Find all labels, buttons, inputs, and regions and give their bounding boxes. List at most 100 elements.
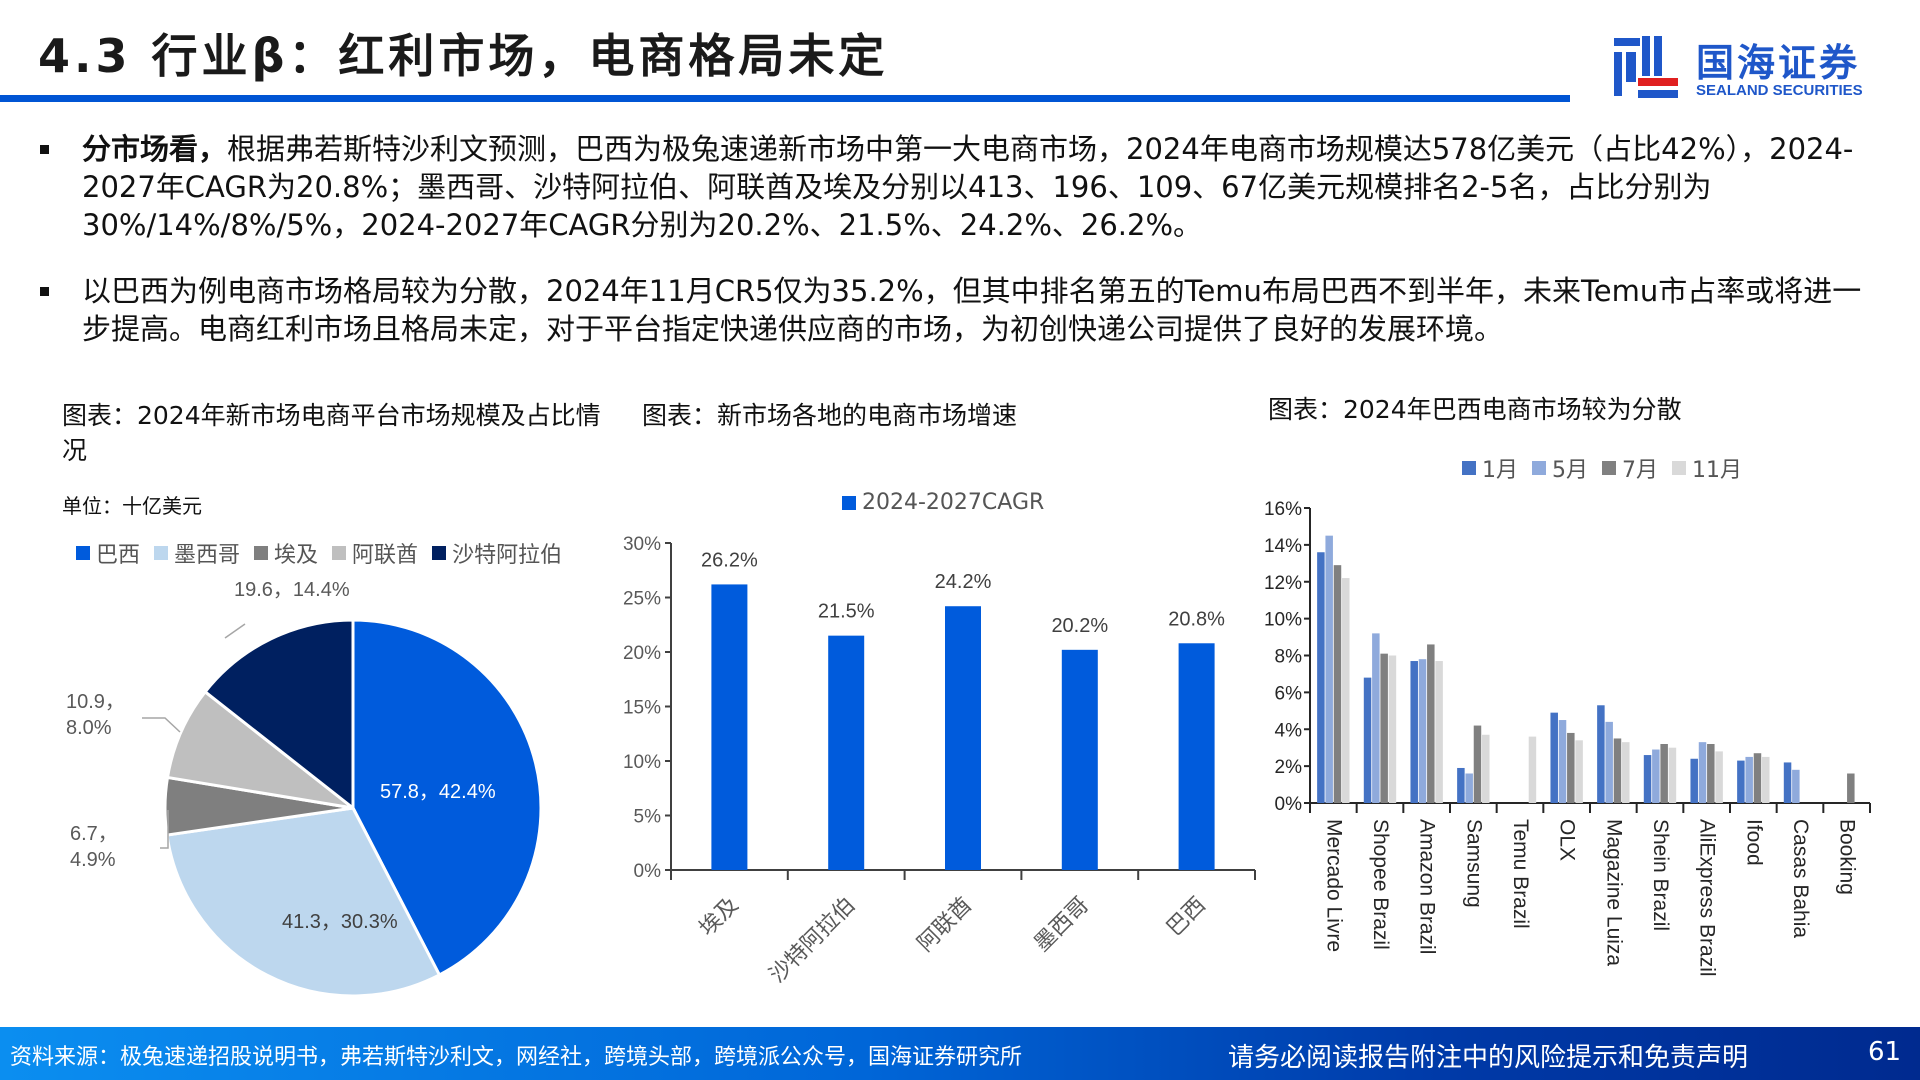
bar: [1575, 740, 1583, 803]
pie-legend-item: 阿联酋: [332, 537, 418, 569]
x-category-label: Booking: [1836, 819, 1859, 895]
bar: [1622, 742, 1630, 803]
footer-disclaimer: 请务必阅读报告附注中的风险提示和免责声明: [1228, 1043, 1749, 1073]
y-tick-label: 15%: [623, 698, 661, 719]
bar: [1847, 773, 1855, 803]
bar: [1473, 725, 1482, 803]
title-divider: [0, 95, 1570, 102]
y-tick-label: 4%: [1275, 720, 1303, 741]
x-category-label: Temu Brazil: [1509, 819, 1532, 929]
bar: [1715, 751, 1723, 803]
legend-swatch: [76, 546, 90, 560]
pie-data-label: 6.7， 4.9%: [70, 823, 118, 871]
y-tick-label: 8%: [1275, 647, 1303, 668]
y-tick-label: 5%: [634, 807, 662, 828]
x-category-label: 埃及: [694, 892, 743, 941]
y-tick-label: 16%: [1264, 499, 1302, 520]
bar: [1178, 643, 1215, 870]
bar: [1597, 705, 1605, 803]
bar: [945, 606, 981, 870]
pie-slice: [203, 618, 355, 812]
bar: [828, 635, 865, 870]
grouped-legend-item: 5月: [1532, 452, 1588, 484]
y-tick-label: 12%: [1264, 573, 1302, 594]
grouped-legend-item: 7月: [1602, 452, 1658, 484]
bar: [1737, 760, 1745, 803]
x-category-label: Casas Bahia: [1789, 819, 1812, 938]
bar-legend-item: 2024-2027CAGR: [842, 490, 1044, 515]
bar: [1690, 758, 1698, 803]
bar: [1388, 655, 1397, 803]
x-category-label: 沙特阿拉伯: [764, 892, 859, 987]
x-category-label: Ifood: [1742, 819, 1765, 866]
bar: [711, 584, 748, 870]
bar: [1333, 565, 1342, 803]
legend-swatch: [1602, 461, 1616, 475]
bar-data-label: 20.2%: [1051, 615, 1108, 637]
pie-legend-item: 墨西哥: [154, 537, 240, 569]
legend-label: 7月: [1622, 458, 1658, 483]
bar: [1753, 753, 1762, 803]
pie-slice: [165, 806, 442, 998]
logo-en-text: SEALAND SECURITIES: [1696, 82, 1863, 99]
bar: [1668, 747, 1677, 803]
bullet-text: 以巴西为例电商市场格局较为分散，2024年11月CR5仅为35.2%，但其中排名…: [82, 274, 1862, 346]
bar: [1558, 720, 1567, 803]
bar: [1465, 773, 1473, 803]
x-category-label: 墨西哥: [1029, 892, 1093, 956]
y-tick-label: 10%: [1264, 610, 1302, 631]
x-category-label: OLX: [1556, 819, 1579, 861]
legend-swatch: [432, 546, 447, 560]
x-category-label: 阿联酋: [912, 892, 976, 956]
legend-label: 沙特阿拉伯: [452, 543, 563, 568]
y-tick-label: 0%: [634, 861, 662, 882]
footer-source: 资料来源：极兔速递招股说明书，弗若斯特沙利文，网经社，跨境头部，跨境派公众号，国…: [10, 1045, 1023, 1070]
bullet-text: 根据弗若斯特沙利文预测，巴西为极兔速递新市场中第一大电商市场，2024年电商市场…: [82, 132, 1854, 242]
pie-chart: 57.8，42.4% 41.3，30.3% 6.7， 4.9% 10.9， 8.0% 19.…: [66, 579, 543, 998]
legend-swatch: [1672, 461, 1686, 475]
bar: [1325, 535, 1333, 803]
legend-swatch: [254, 546, 269, 560]
pie-slice: [351, 618, 543, 977]
y-tick-label: 14%: [1264, 536, 1302, 557]
sealand-logo-icon: [1614, 36, 1678, 98]
y-tick-label: 30%: [623, 534, 661, 555]
legend-label: 巴西: [96, 543, 141, 568]
bar: [1652, 749, 1660, 803]
x-category-label: Shopee Brazil: [1369, 819, 1392, 950]
x-category-label: Shein Brazil: [1649, 819, 1672, 931]
bar: [1783, 762, 1792, 803]
pie-slice: [165, 689, 354, 810]
x-category-label: Mercado Livre: [1322, 819, 1345, 952]
page-number: 61: [1868, 1037, 1902, 1067]
legend-swatch: [332, 546, 347, 560]
bar: [1660, 744, 1668, 803]
pie-data-label: 19.6，14.4%: [234, 579, 350, 601]
legend-label: 阿联酋: [352, 543, 419, 568]
pie-legend: 巴西 墨西哥 埃及 阿联酋 沙特阿拉伯: [76, 537, 568, 569]
pie-data-label: 10.9， 8.0%: [66, 691, 125, 739]
x-category-label: 巴西: [1161, 892, 1210, 941]
pie-legend-item: 巴西: [76, 537, 140, 569]
x-category-label: Samsung: [1462, 819, 1485, 908]
bar: [1317, 552, 1325, 803]
brazil-platform-share-chart: 0% 2% 4% 6% 8% 10% 12% 14% 16% Mercado Livre Shope…: [1264, 499, 1871, 977]
bar: [1363, 677, 1372, 803]
legend-swatch: [842, 495, 856, 510]
bar: [1567, 732, 1575, 803]
legend-label: 墨西哥: [174, 543, 241, 568]
bar: [1372, 633, 1380, 803]
bar: [1482, 734, 1490, 803]
y-tick-label: 0%: [1275, 794, 1303, 815]
pie-legend-item: 沙特阿拉伯: [432, 537, 562, 569]
legend-label: 埃及: [274, 543, 319, 568]
legend-swatch: [154, 546, 169, 560]
bar-data-label: 21.5%: [818, 601, 875, 623]
bar: [1061, 649, 1098, 870]
x-category-label: Amazon Brazil: [1416, 819, 1439, 954]
bar: [1380, 653, 1388, 803]
logo-cn-text: 国海证券: [1696, 41, 1861, 85]
bullet-market-overview: 分市场看，根据弗若斯特沙利文预测，巴西为极兔速递新市场中第一大电商市场，2024…: [38, 130, 1888, 244]
y-tick-label: 10%: [623, 752, 661, 773]
bar: [1643, 755, 1652, 803]
